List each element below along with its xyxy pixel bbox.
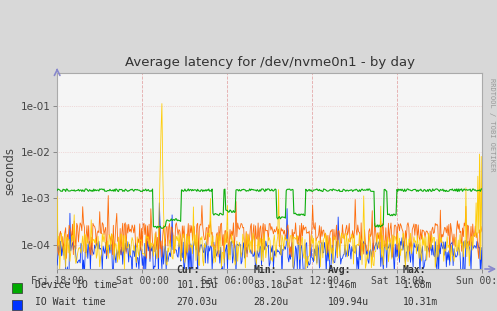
Text: 270.03u: 270.03u bbox=[176, 297, 218, 307]
Text: Min:: Min: bbox=[253, 265, 277, 275]
Text: Avg:: Avg: bbox=[328, 265, 351, 275]
Text: 28.20u: 28.20u bbox=[253, 297, 289, 307]
Text: 1.68m: 1.68m bbox=[403, 280, 432, 290]
Text: 109.94u: 109.94u bbox=[328, 297, 369, 307]
Text: Max:: Max: bbox=[403, 265, 426, 275]
Y-axis label: seconds: seconds bbox=[3, 147, 16, 195]
Text: 10.31m: 10.31m bbox=[403, 297, 438, 307]
Text: Cur:: Cur: bbox=[176, 265, 200, 275]
Text: RRDTOOL / TOBI OETIKER: RRDTOOL / TOBI OETIKER bbox=[489, 78, 495, 171]
Text: 83.18u: 83.18u bbox=[253, 280, 289, 290]
Text: IO Wait time: IO Wait time bbox=[35, 297, 105, 307]
Title: Average latency for /dev/nvme0n1 - by day: Average latency for /dev/nvme0n1 - by da… bbox=[125, 56, 414, 69]
Text: Device IO time: Device IO time bbox=[35, 280, 117, 290]
Text: 1.46m: 1.46m bbox=[328, 280, 357, 290]
Text: 101.15u: 101.15u bbox=[176, 280, 218, 290]
